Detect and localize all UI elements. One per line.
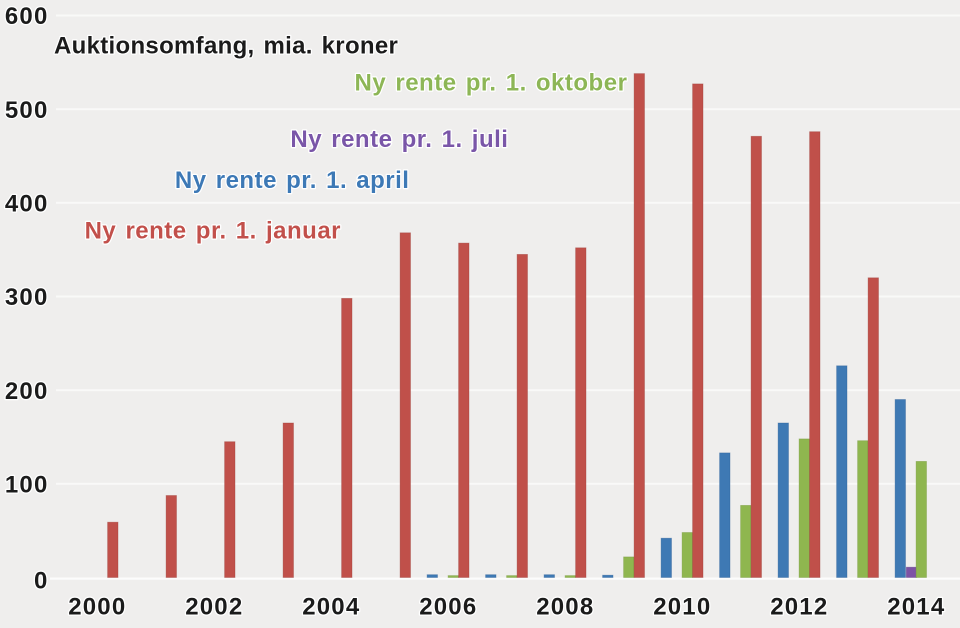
- svg-text:Auktionsomfang, mia. kroner: Auktionsomfang, mia. kroner: [54, 33, 398, 60]
- svg-text:2006: 2006: [419, 594, 477, 621]
- svg-text:Ny rente pr. 1. april: Ny rente pr. 1. april: [175, 167, 410, 194]
- svg-text:2000: 2000: [68, 594, 126, 621]
- svg-text:600: 600: [5, 3, 49, 30]
- svg-text:100: 100: [5, 472, 49, 499]
- svg-text:2014: 2014: [887, 594, 945, 621]
- svg-text:400: 400: [5, 191, 49, 218]
- svg-text:2002: 2002: [185, 594, 243, 621]
- svg-text:2010: 2010: [653, 594, 711, 621]
- svg-text:500: 500: [5, 97, 49, 124]
- svg-text:2012: 2012: [770, 594, 828, 621]
- svg-text:Ny rente pr. 1. juli: Ny rente pr. 1. juli: [290, 126, 508, 153]
- svg-text:Ny rente pr. 1. oktober: Ny rente pr. 1. oktober: [355, 70, 628, 97]
- svg-text:200: 200: [5, 378, 49, 405]
- svg-text:2004: 2004: [302, 594, 360, 621]
- svg-text:0: 0: [34, 567, 49, 594]
- svg-text:300: 300: [5, 284, 49, 311]
- svg-text:Ny rente pr. 1. januar: Ny rente pr. 1. januar: [85, 218, 341, 245]
- svg-text:2008: 2008: [536, 594, 594, 621]
